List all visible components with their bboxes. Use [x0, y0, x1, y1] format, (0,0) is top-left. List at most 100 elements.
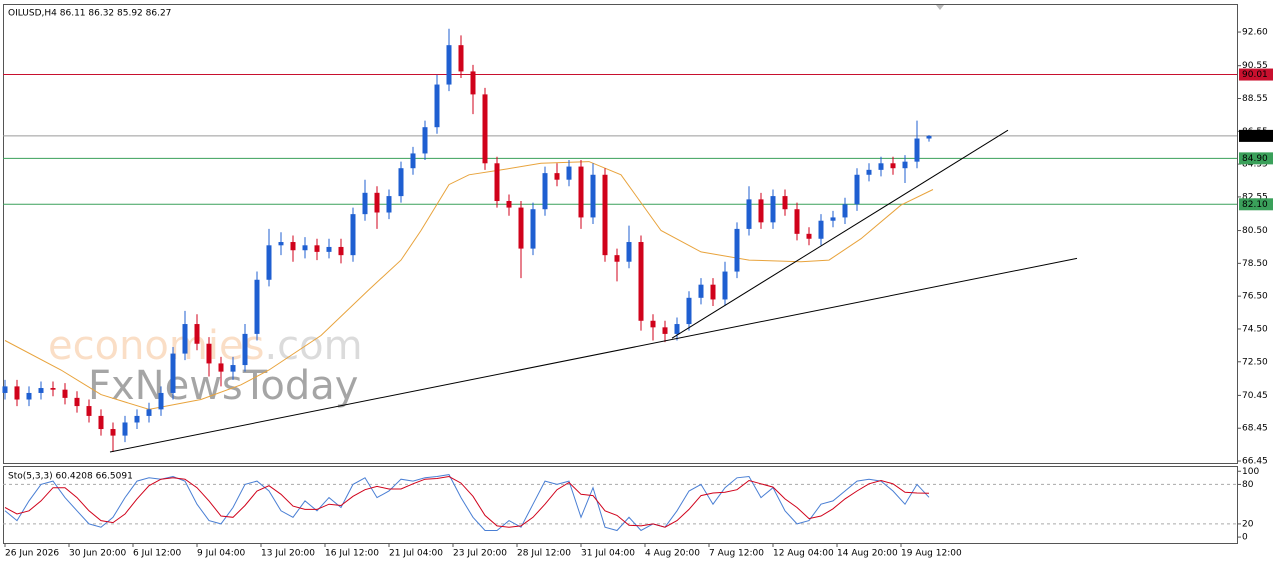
- x-tick-label: 4 Aug 20:00: [645, 549, 700, 559]
- candle-body: [230, 365, 236, 372]
- y-tick-label: 82.55: [1242, 192, 1268, 202]
- candle-body: [338, 246, 344, 256]
- candle-body: [746, 199, 752, 229]
- candle-body: [482, 94, 488, 164]
- candle-body: [26, 392, 32, 400]
- y-tick-label: 80: [1242, 480, 1254, 490]
- candle-body: [926, 135, 932, 139]
- candle-body: [722, 271, 728, 300]
- candle-body: [362, 192, 368, 215]
- candle-body: [2, 386, 8, 393]
- candle-body: [458, 45, 464, 72]
- candle-body: [518, 207, 524, 249]
- candle-body: [14, 386, 20, 400]
- level-label: 84.90: [1242, 154, 1268, 164]
- indicator-title: Sto(5,3,3) 60.4208 66.5091: [8, 472, 133, 482]
- y-tick-label: 76.50: [1242, 292, 1268, 302]
- x-tick-label: 12 Aug 04:00: [773, 549, 834, 559]
- y-tick-label: 100: [1242, 467, 1259, 477]
- candle-body: [122, 422, 128, 436]
- x-tick-label: 14 Aug 20:00: [837, 549, 898, 559]
- candle-body: [842, 204, 848, 218]
- x-tick-label: 30 Jun 20:00: [69, 549, 126, 559]
- candle-body: [278, 242, 284, 246]
- candle-body: [914, 138, 920, 162]
- candle-body: [662, 327, 668, 334]
- candle-body: [50, 388, 56, 390]
- candle-body: [206, 343, 212, 364]
- candle-body: [638, 242, 644, 321]
- candle-body: [890, 163, 896, 169]
- stochastic-line: [4, 474, 930, 532]
- x-tick-label: 13 Jul 20:00: [261, 549, 315, 559]
- candle-body: [614, 255, 620, 262]
- candle-body: [494, 163, 500, 202]
- candle-body: [554, 173, 560, 180]
- candle-body: [110, 429, 116, 436]
- x-tick-label: 9 Jul 04:00: [197, 549, 246, 559]
- stochastic-line: [4, 475, 930, 528]
- candle-body: [506, 201, 512, 208]
- y-tick-label: 0: [1242, 533, 1248, 543]
- candle-body: [530, 209, 536, 249]
- candle-body: [254, 279, 260, 334]
- x-tick-label: 31 Jul 04:00: [581, 549, 635, 559]
- candle-body: [170, 353, 176, 393]
- candle-body: [350, 214, 356, 256]
- y-tick-label: 84.55: [1242, 160, 1268, 170]
- watermark-domain: .com: [264, 323, 362, 369]
- candle-body: [266, 245, 272, 280]
- level-box: [1239, 68, 1273, 81]
- candle-body: [98, 415, 104, 430]
- main-panel: [3, 4, 1238, 464]
- candle-body: [194, 324, 200, 344]
- shift-marker: [936, 5, 944, 10]
- y-tick-label: 78.50: [1242, 259, 1268, 269]
- x-tick-label: 19 Aug 12:00: [901, 549, 962, 559]
- y-tick-label: 90.55: [1242, 61, 1268, 71]
- candle-body: [326, 246, 332, 252]
- y-tick-label: 92.60: [1242, 28, 1268, 38]
- candle-body: [398, 168, 404, 197]
- candle-body: [650, 320, 656, 328]
- candle-body: [794, 209, 800, 234]
- candle-body: [302, 245, 308, 251]
- candle-body: [434, 84, 440, 128]
- candle-body: [182, 324, 188, 354]
- moving-average: [4, 161, 934, 410]
- watermark: economies.com: [48, 323, 363, 369]
- candle-body: [674, 324, 680, 334]
- y-tick-label: 72.50: [1242, 357, 1268, 367]
- candle-body: [470, 71, 476, 95]
- candle-body: [698, 284, 704, 298]
- candle-body: [782, 196, 788, 210]
- watermark-brand: economies: [48, 323, 264, 369]
- y-tick-label: 20: [1242, 519, 1254, 529]
- candle-body: [878, 163, 884, 170]
- level-box: [1239, 129, 1273, 142]
- candle-body: [134, 415, 140, 423]
- x-tick-label: 23 Jul 20:00: [453, 549, 507, 559]
- candle-body: [710, 284, 716, 300]
- y-tick-label: 70.45: [1242, 391, 1268, 401]
- sub-panel: [3, 466, 1238, 544]
- candle-body: [410, 153, 416, 169]
- candle-body: [62, 389, 68, 398]
- level-label: 90.01: [1242, 70, 1268, 80]
- candle-body: [86, 406, 92, 416]
- candle-body: [758, 199, 764, 223]
- x-tick-label: 6 Jul 12:00: [133, 549, 182, 559]
- x-tick-label: 26 Jun 2026: [5, 549, 59, 559]
- candle-body: [422, 127, 428, 154]
- candle-body: [734, 228, 740, 272]
- candle-body: [566, 166, 572, 180]
- header: OILUSD,H4 86.11 86.32 85.92 86.27: [8, 9, 171, 19]
- candle-body: [74, 397, 80, 407]
- candle-body: [578, 166, 584, 218]
- candle-body: [830, 217, 836, 221]
- y-tick-label: 88.55: [1242, 94, 1268, 104]
- level-label: 86.27: [1242, 131, 1268, 141]
- candle-body: [386, 196, 392, 213]
- candle-body: [158, 392, 164, 410]
